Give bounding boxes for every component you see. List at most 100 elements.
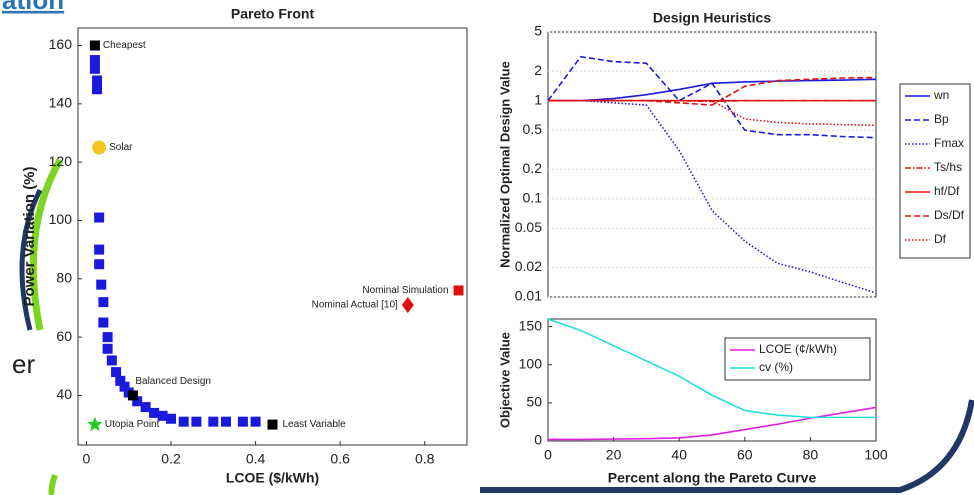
- legend-label: Fmax: [934, 136, 964, 150]
- series-line: [548, 76, 877, 106]
- annotation-marker: [92, 140, 107, 155]
- point: [250, 416, 261, 427]
- y-axis-label: Objective Value: [497, 332, 512, 428]
- point: [149, 407, 160, 418]
- chart-title: Design Heuristics: [653, 10, 771, 26]
- y-tick-label: 0: [534, 432, 542, 448]
- point: [111, 367, 122, 378]
- point: [166, 413, 177, 424]
- y-tick-label: 140: [49, 95, 73, 111]
- y-tick-label: 150: [519, 317, 543, 333]
- point: [132, 396, 143, 407]
- legend-label: wn: [933, 88, 949, 102]
- point: [237, 416, 248, 427]
- y-tick-label: 50: [526, 394, 542, 410]
- point: [98, 317, 109, 328]
- y-tick-label: 100: [519, 355, 543, 371]
- legend-label: Ts/hs: [934, 160, 962, 174]
- point: [94, 259, 105, 270]
- annotation-marker: [453, 285, 464, 296]
- decor-border: [480, 399, 974, 493]
- decor-arc: [48, 474, 58, 495]
- y-axis-label: Normalized Optimal Design Value: [497, 61, 512, 268]
- x-tick-label: 40: [671, 447, 687, 463]
- legend-box: [724, 337, 871, 381]
- x-axis-label: Percent along the Pareto Curve: [608, 470, 817, 486]
- point: [92, 75, 103, 86]
- annotation-marker: [89, 40, 100, 51]
- x-tick-label: 60: [737, 447, 753, 463]
- plot-area: [77, 27, 468, 446]
- x-tick-label: 0: [83, 451, 91, 467]
- point: [115, 375, 126, 386]
- y-tick-label: 160: [49, 36, 73, 52]
- point: [89, 55, 100, 66]
- x-tick-label: 0.4: [246, 451, 266, 467]
- point: [102, 343, 113, 354]
- y-tick-label: 120: [49, 153, 73, 169]
- y-tick-label: 0.5: [523, 121, 543, 137]
- x-axis-label: LCOE ($/kWh): [226, 470, 319, 486]
- point: [102, 332, 113, 343]
- point: [208, 416, 219, 427]
- y-tick-label: 40: [56, 386, 72, 402]
- y-axis-label: Power Variation (%): [21, 166, 38, 306]
- chart-title: Pareto Front: [231, 6, 315, 22]
- decor-arc: [19, 188, 43, 331]
- legend-label: LCOE (¢/kWh): [759, 342, 837, 356]
- point: [89, 63, 100, 74]
- y-tick-label: 2: [534, 62, 542, 78]
- decor-arc: [29, 158, 64, 331]
- y-tick-label: 100: [49, 211, 73, 227]
- point: [98, 297, 109, 308]
- annotation-marker: [401, 297, 414, 314]
- point: [92, 84, 103, 95]
- point: [94, 244, 105, 255]
- point: [140, 402, 151, 413]
- annotation-marker: [267, 419, 278, 430]
- point: [96, 279, 107, 290]
- x-tick-label: 0.2: [161, 451, 181, 467]
- y-tick-label: 0.02: [515, 258, 542, 274]
- annotation-marker: [87, 416, 103, 432]
- point: [119, 381, 130, 392]
- annotation-marker: [127, 390, 138, 401]
- point: [94, 212, 105, 223]
- annotation-label: Least Variable: [283, 419, 347, 430]
- annotation-label: Cheapest: [103, 40, 146, 51]
- y-tick-label: 0.1: [523, 190, 543, 206]
- y-tick-label: 0.05: [515, 219, 542, 235]
- series-line: [547, 55, 877, 139]
- point: [220, 416, 231, 427]
- legend-label: cv (%): [759, 360, 793, 374]
- slide-title: ation: [2, 0, 64, 15]
- y-tick-label: 1: [534, 91, 542, 107]
- x-tick-label: 0.6: [330, 451, 350, 467]
- x-tick-label: 0.8: [415, 451, 435, 467]
- slide-text: er: [12, 349, 35, 379]
- legend-label: hf/Df: [934, 184, 960, 198]
- point: [106, 355, 117, 366]
- annotation-label: Balanced Design: [135, 376, 211, 387]
- annotation-label: Nominal Simulation: [362, 285, 448, 296]
- x-tick-label: 100: [864, 447, 888, 463]
- plot-area: [547, 31, 877, 298]
- annotation-label: Nominal Actual [10]: [312, 300, 398, 311]
- point: [157, 410, 168, 421]
- point: [178, 416, 189, 427]
- point: [191, 416, 202, 427]
- x-tick-label: 20: [606, 447, 622, 463]
- y-tick-label: 5: [534, 23, 542, 39]
- series-line: [548, 406, 877, 441]
- legend-label: Bp: [934, 112, 949, 126]
- y-tick-label: 80: [56, 269, 72, 285]
- x-tick-label: 0: [544, 447, 552, 463]
- x-tick-label: 80: [803, 447, 819, 463]
- legend-box: [899, 83, 971, 259]
- legend-label: Ds/Df: [934, 208, 965, 222]
- annotation-label: Solar: [109, 142, 133, 153]
- legend-label: Df: [934, 232, 947, 246]
- y-tick-label: 0.2: [523, 160, 543, 176]
- y-tick-label: 60: [56, 328, 72, 344]
